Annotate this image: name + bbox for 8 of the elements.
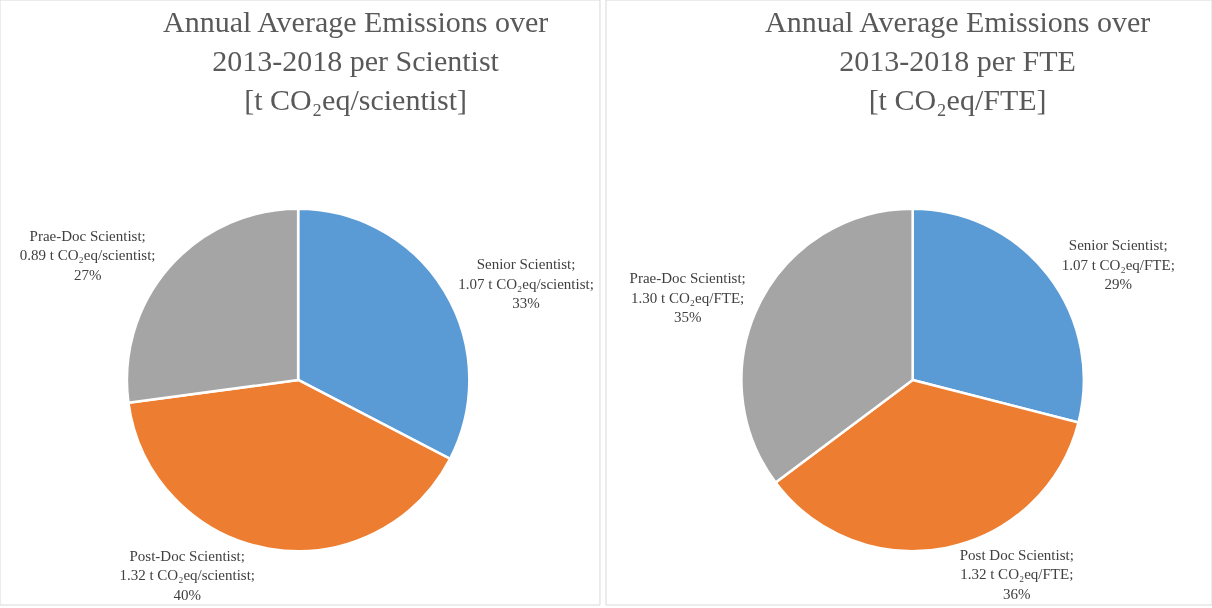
slice-label: Post Doc Scientist; 1.32 t CO₂eq/FTE; 36%: [959, 546, 1074, 602]
slice-label: Prae-Doc Scientist; 1.30 t CO₂eq/FTE; 35%: [629, 270, 746, 326]
slice-label: Senior Scientist; 1.07 t CO₂eq/scientist; 33%: [458, 256, 594, 312]
chart-title: Annual Average Emissions over 2013-2018 per FTE [t CO₂eq/FTE]: [765, 5, 1151, 116]
slice-label: Post-Doc Scientist; 1.32 t CO₂eq/scientist; 40%: [119, 547, 256, 603]
slice-label: Prae-Doc Scientist; 0.89 t CO₂eq/scientist; 27%: [19, 227, 156, 283]
slice-label: Senior Scientist; 1.07 t CO₂eq/FTE; 29%: [1061, 237, 1175, 293]
chart-title: Annual Average Emissions over 2013-2018 per Scientist [t CO₂eq/scientist]: [163, 5, 549, 116]
